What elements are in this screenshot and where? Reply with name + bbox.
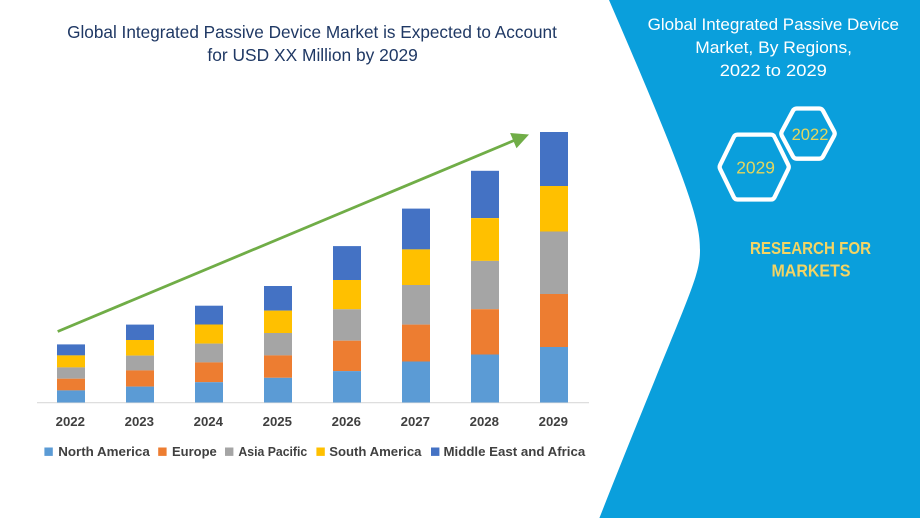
svg-text:for USD XX Million by 2029: for USD XX Million by 2029: [207, 45, 417, 65]
svg-text:MARKETS: MARKETS: [771, 261, 850, 281]
svg-text:Market, By Regions,: Market, By Regions,: [695, 37, 852, 57]
svg-text:Europe: Europe: [172, 444, 217, 459]
svg-text:2027: 2027: [401, 414, 430, 429]
svg-text:2029: 2029: [736, 158, 775, 178]
svg-text:2026: 2026: [332, 414, 361, 429]
svg-text:Asia Pacific: Asia Pacific: [238, 445, 307, 459]
svg-text:2022 to 2029: 2022 to 2029: [720, 61, 827, 80]
svg-text:2022: 2022: [792, 125, 829, 144]
svg-text:2022: 2022: [56, 414, 85, 429]
svg-text:Global Integrated Passive Devi: Global Integrated Passive Device: [648, 15, 899, 34]
svg-text:2024: 2024: [194, 414, 224, 429]
svg-text:2023: 2023: [125, 414, 154, 429]
svg-text:2028: 2028: [470, 414, 499, 429]
svg-text:South America: South America: [329, 444, 422, 459]
svg-text:RESEARCH FOR: RESEARCH FOR: [750, 239, 871, 258]
svg-text:North America: North America: [58, 444, 150, 459]
svg-text:Middle East and Africa: Middle East and Africa: [444, 444, 586, 459]
svg-text:2029: 2029: [539, 414, 568, 429]
svg-text:2025: 2025: [263, 414, 292, 429]
svg-text:Global Integrated Passive Devi: Global Integrated Passive Device Market …: [67, 22, 557, 42]
